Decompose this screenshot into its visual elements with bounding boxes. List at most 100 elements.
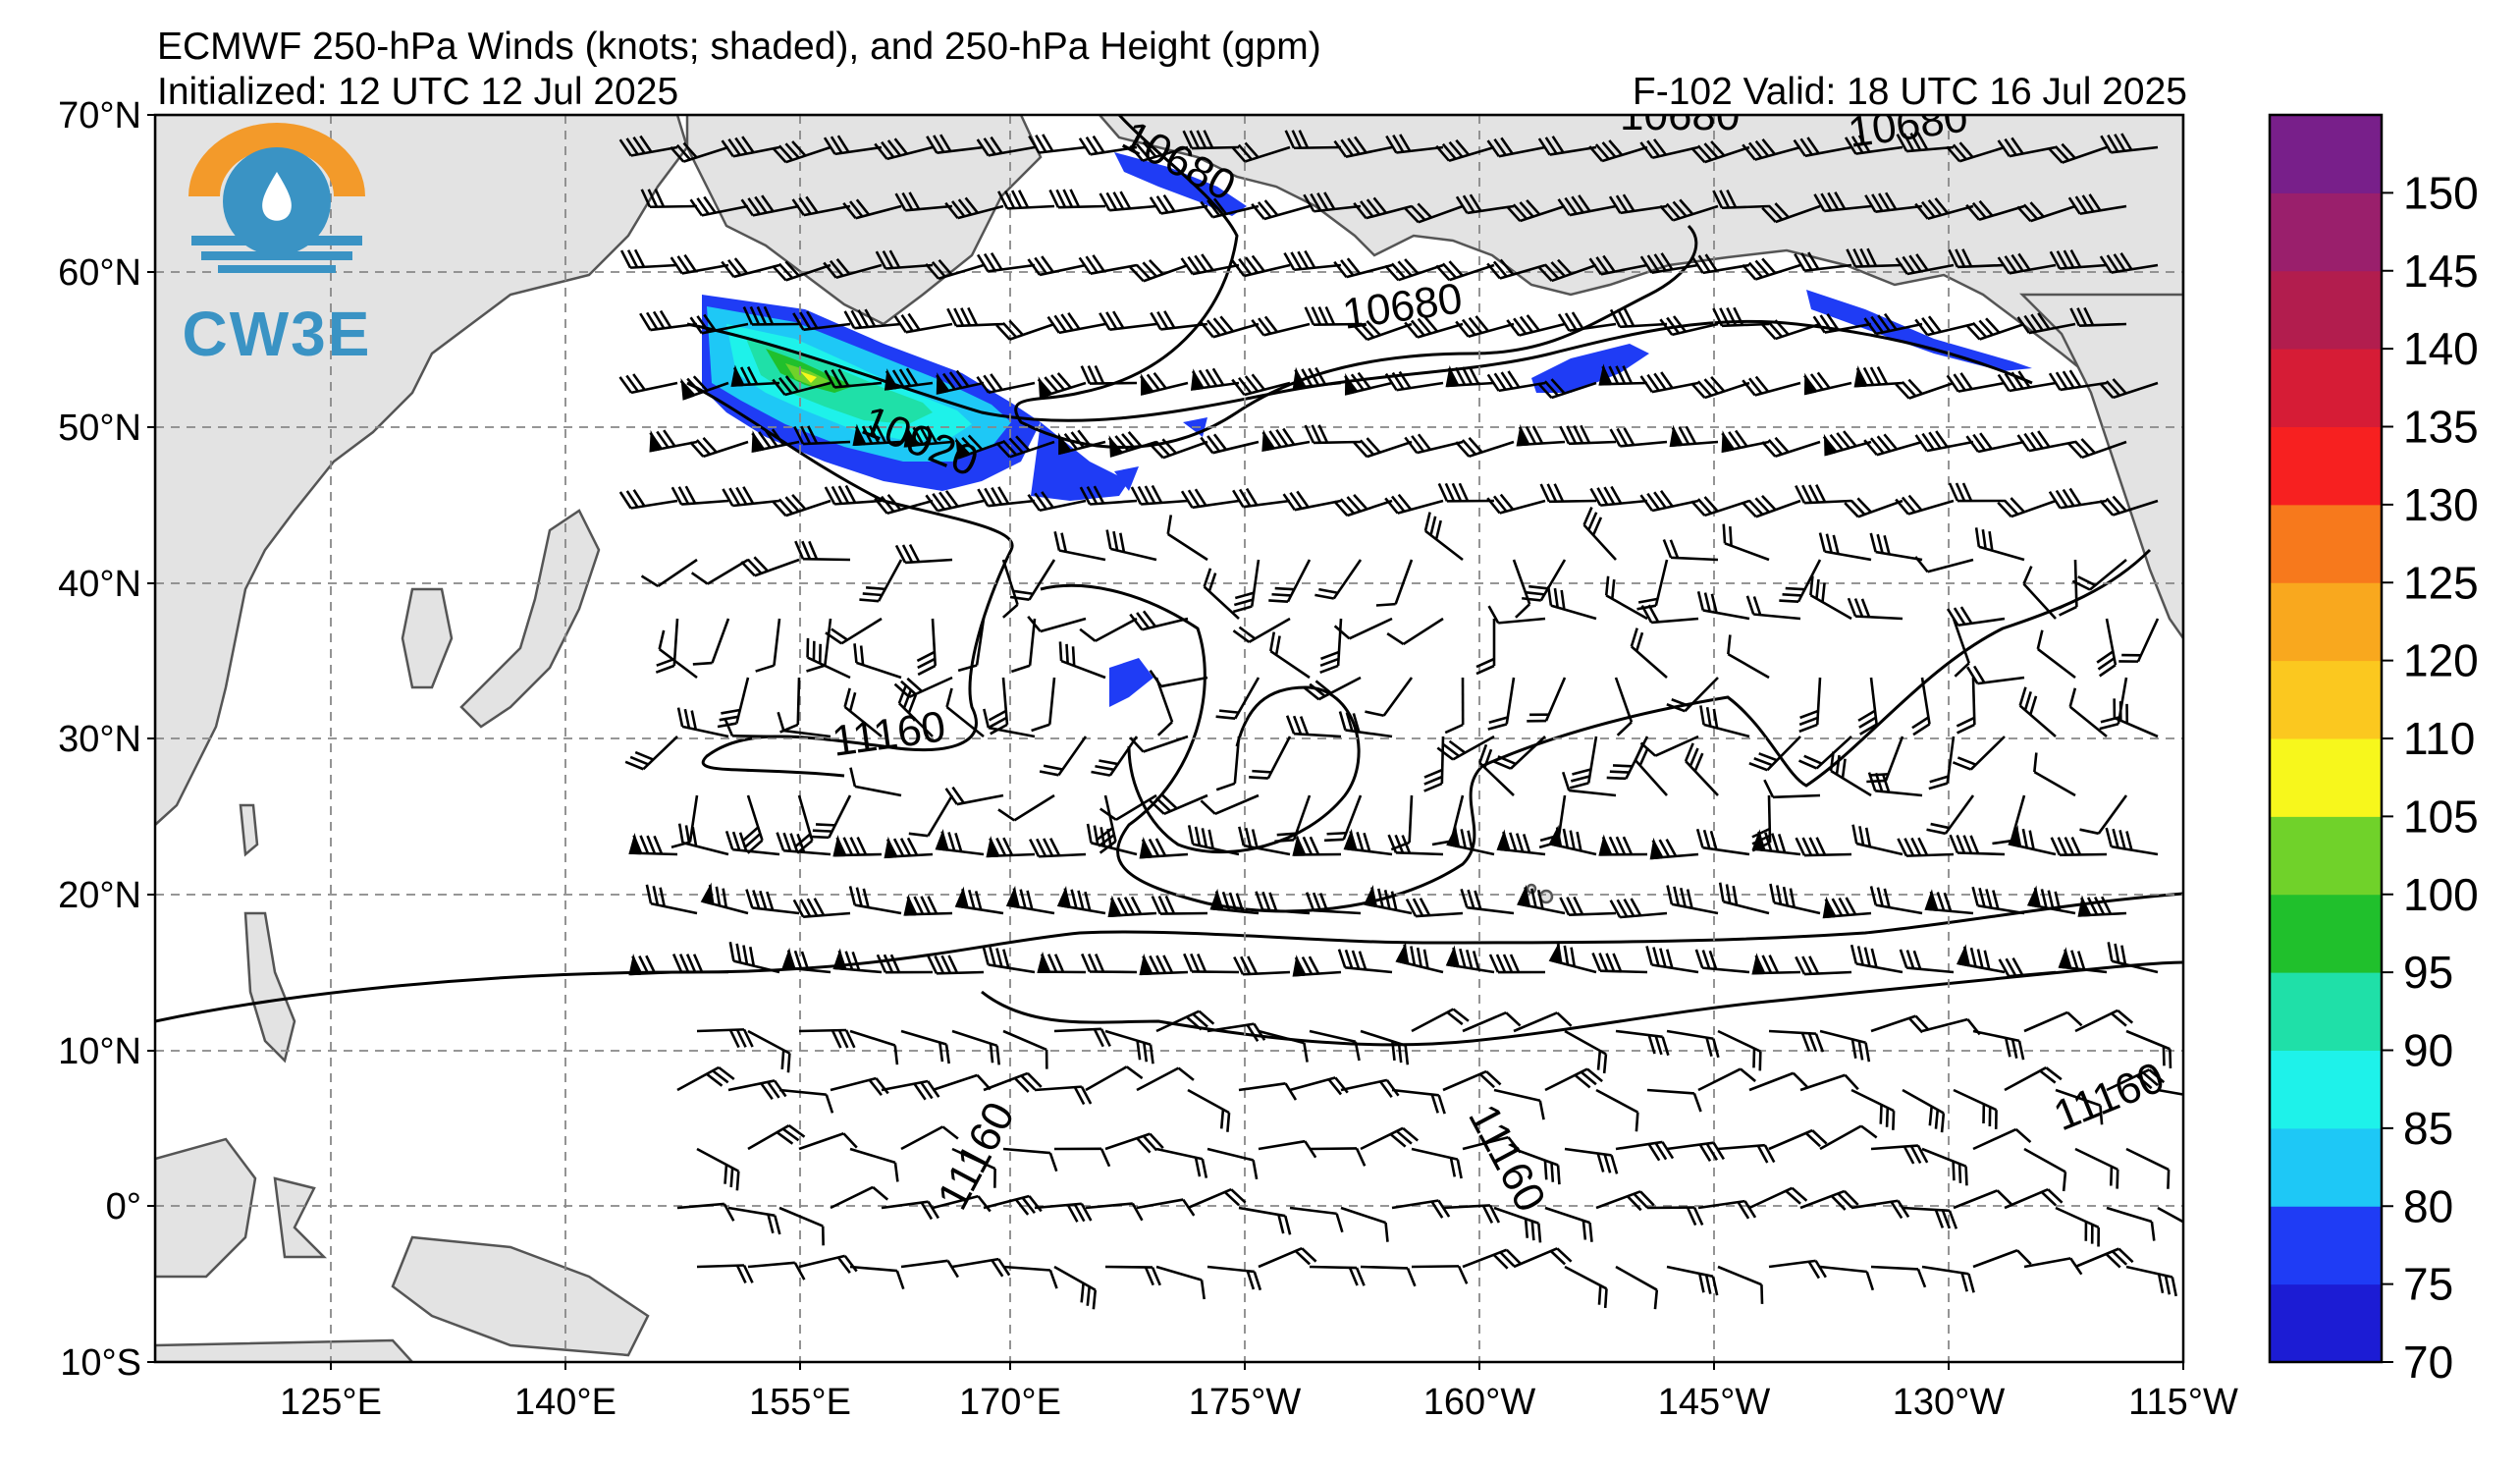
wind-barb (1187, 1187, 1247, 1210)
colorbar: 70 75 80 85 90 95 100 105 110 120 125 130 135 140 145 1… (2268, 113, 2479, 1388)
wind-barb (806, 618, 832, 673)
wind-barb (832, 948, 883, 974)
wind-barb (798, 1028, 856, 1049)
wind-barb (1946, 606, 2006, 627)
colorbar-swatch (2270, 1050, 2382, 1129)
wind-barb (1615, 1140, 1675, 1162)
wind-barb (951, 1029, 1001, 1065)
wind-barb (983, 708, 1036, 738)
wind-barb (1048, 189, 1106, 209)
wind-barb (1972, 1127, 2032, 1151)
lat-label: 50°N (58, 408, 141, 449)
lat-label: 10°S (60, 1342, 141, 1384)
wind-barb (1309, 1147, 1367, 1167)
wind-barb (1031, 677, 1056, 733)
wind-barb (1187, 1088, 1231, 1132)
wind-barb (1659, 315, 1719, 337)
colorbar-swatch (2270, 972, 2382, 1051)
wind-barb (1564, 1147, 1619, 1174)
wind-barb (1009, 559, 1056, 601)
colorbar-label: 130 (2403, 479, 2479, 530)
wind-barb (1190, 367, 1240, 391)
wind-barb (852, 423, 902, 447)
wind-barb (1608, 193, 1668, 215)
land-north (685, 115, 1043, 326)
land-australia (155, 1338, 414, 1362)
wind-barb (1949, 834, 2006, 856)
wind-barb (2099, 378, 2159, 400)
wind-barb (1997, 136, 2057, 158)
wind-barb (903, 425, 953, 448)
wind-barb (658, 629, 698, 680)
land-asia (155, 115, 689, 827)
wind-barb (997, 793, 1055, 822)
wind-barb (1365, 677, 1414, 718)
wind-barb (1231, 254, 1291, 278)
wind-barb (1695, 828, 1750, 856)
wind-barb (1255, 891, 1311, 915)
wind-barb (1292, 834, 1342, 856)
wind-barb (1662, 539, 1719, 562)
wind-barb (1598, 363, 1648, 386)
wind-barb (1911, 677, 1931, 736)
wind-barb (1666, 1141, 1725, 1162)
wind-barb (700, 882, 749, 915)
wind-barb (1238, 1082, 1298, 1101)
wind-barb (1779, 559, 1822, 603)
wind-barb (1155, 1009, 1215, 1033)
wind-barb (2016, 201, 2076, 223)
wind-barb (1598, 834, 1648, 856)
wind-barb (1812, 313, 1872, 334)
wind-barb (2074, 1009, 2134, 1033)
wind-barb (1395, 942, 1444, 974)
wind-barb (1699, 705, 1750, 738)
land-indonesia (155, 1137, 257, 1279)
valid-time: F-102 Valid: 18 UTC 16 Jul 2025 (1632, 71, 2187, 113)
wind-barb (830, 1076, 889, 1097)
wind-barb (1496, 829, 1546, 856)
colorbar-swatch (2270, 426, 2382, 506)
colorbar-swatch (2270, 115, 2382, 193)
wind-barb (1819, 1029, 1871, 1063)
wind-barb (1360, 1029, 1410, 1065)
wind-barb (1027, 491, 1087, 513)
wind-barb (1761, 436, 1821, 458)
wind-barb (1056, 429, 1106, 456)
wind-barb (1742, 375, 1801, 397)
wind-barb (747, 1029, 791, 1073)
wind-barb (1258, 1246, 1317, 1269)
wind-barb (724, 830, 780, 856)
wind-barb (1005, 885, 1055, 915)
wind-barb (1763, 779, 1821, 799)
wind-barb (1387, 834, 1444, 856)
wind-barb (1794, 251, 1852, 272)
wind-barb (727, 1079, 787, 1101)
wind-barb (849, 1029, 899, 1065)
wind-barb (1232, 487, 1291, 509)
wind-barb (676, 707, 729, 738)
wind-barb (2125, 1265, 2177, 1297)
wind-barb (1304, 424, 1362, 445)
wind-barb (1037, 951, 1087, 974)
wind-barb (1870, 1144, 1929, 1165)
wind-barb (1853, 365, 1903, 388)
wind-barb (1002, 1147, 1058, 1173)
wind-barb (1761, 202, 1821, 224)
wind-barb (791, 195, 851, 217)
wind-barb (1561, 771, 1617, 797)
wind-barb (1948, 482, 2006, 503)
wind-barb (1895, 253, 1955, 276)
wind-barb (1634, 741, 1668, 796)
wind-barb (1155, 1265, 1206, 1300)
wind-barb (1557, 311, 1617, 332)
wind-barb (1928, 736, 1956, 791)
lon-label: 155°E (749, 1382, 851, 1423)
wind-barb (1717, 1265, 1764, 1304)
wind-barb (1086, 823, 1138, 856)
wind-barb (1527, 677, 1567, 723)
wind-barb (1002, 1029, 1048, 1069)
colorbar-swatch (2270, 660, 2382, 739)
wind-barb (1795, 484, 1852, 505)
wind-barb (1423, 736, 1445, 792)
wind-barb (1384, 493, 1444, 515)
